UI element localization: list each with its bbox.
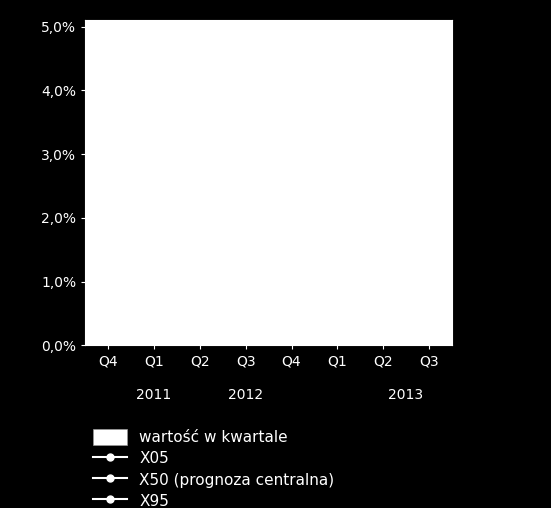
Text: 2012: 2012 [228,388,263,402]
Text: 2011: 2011 [137,388,172,402]
Legend: wartość w kwartale, X05, X50 (prognoza centralna), X95: wartość w kwartale, X05, X50 (prognoza c… [86,421,342,508]
Text: 2013: 2013 [388,388,424,402]
